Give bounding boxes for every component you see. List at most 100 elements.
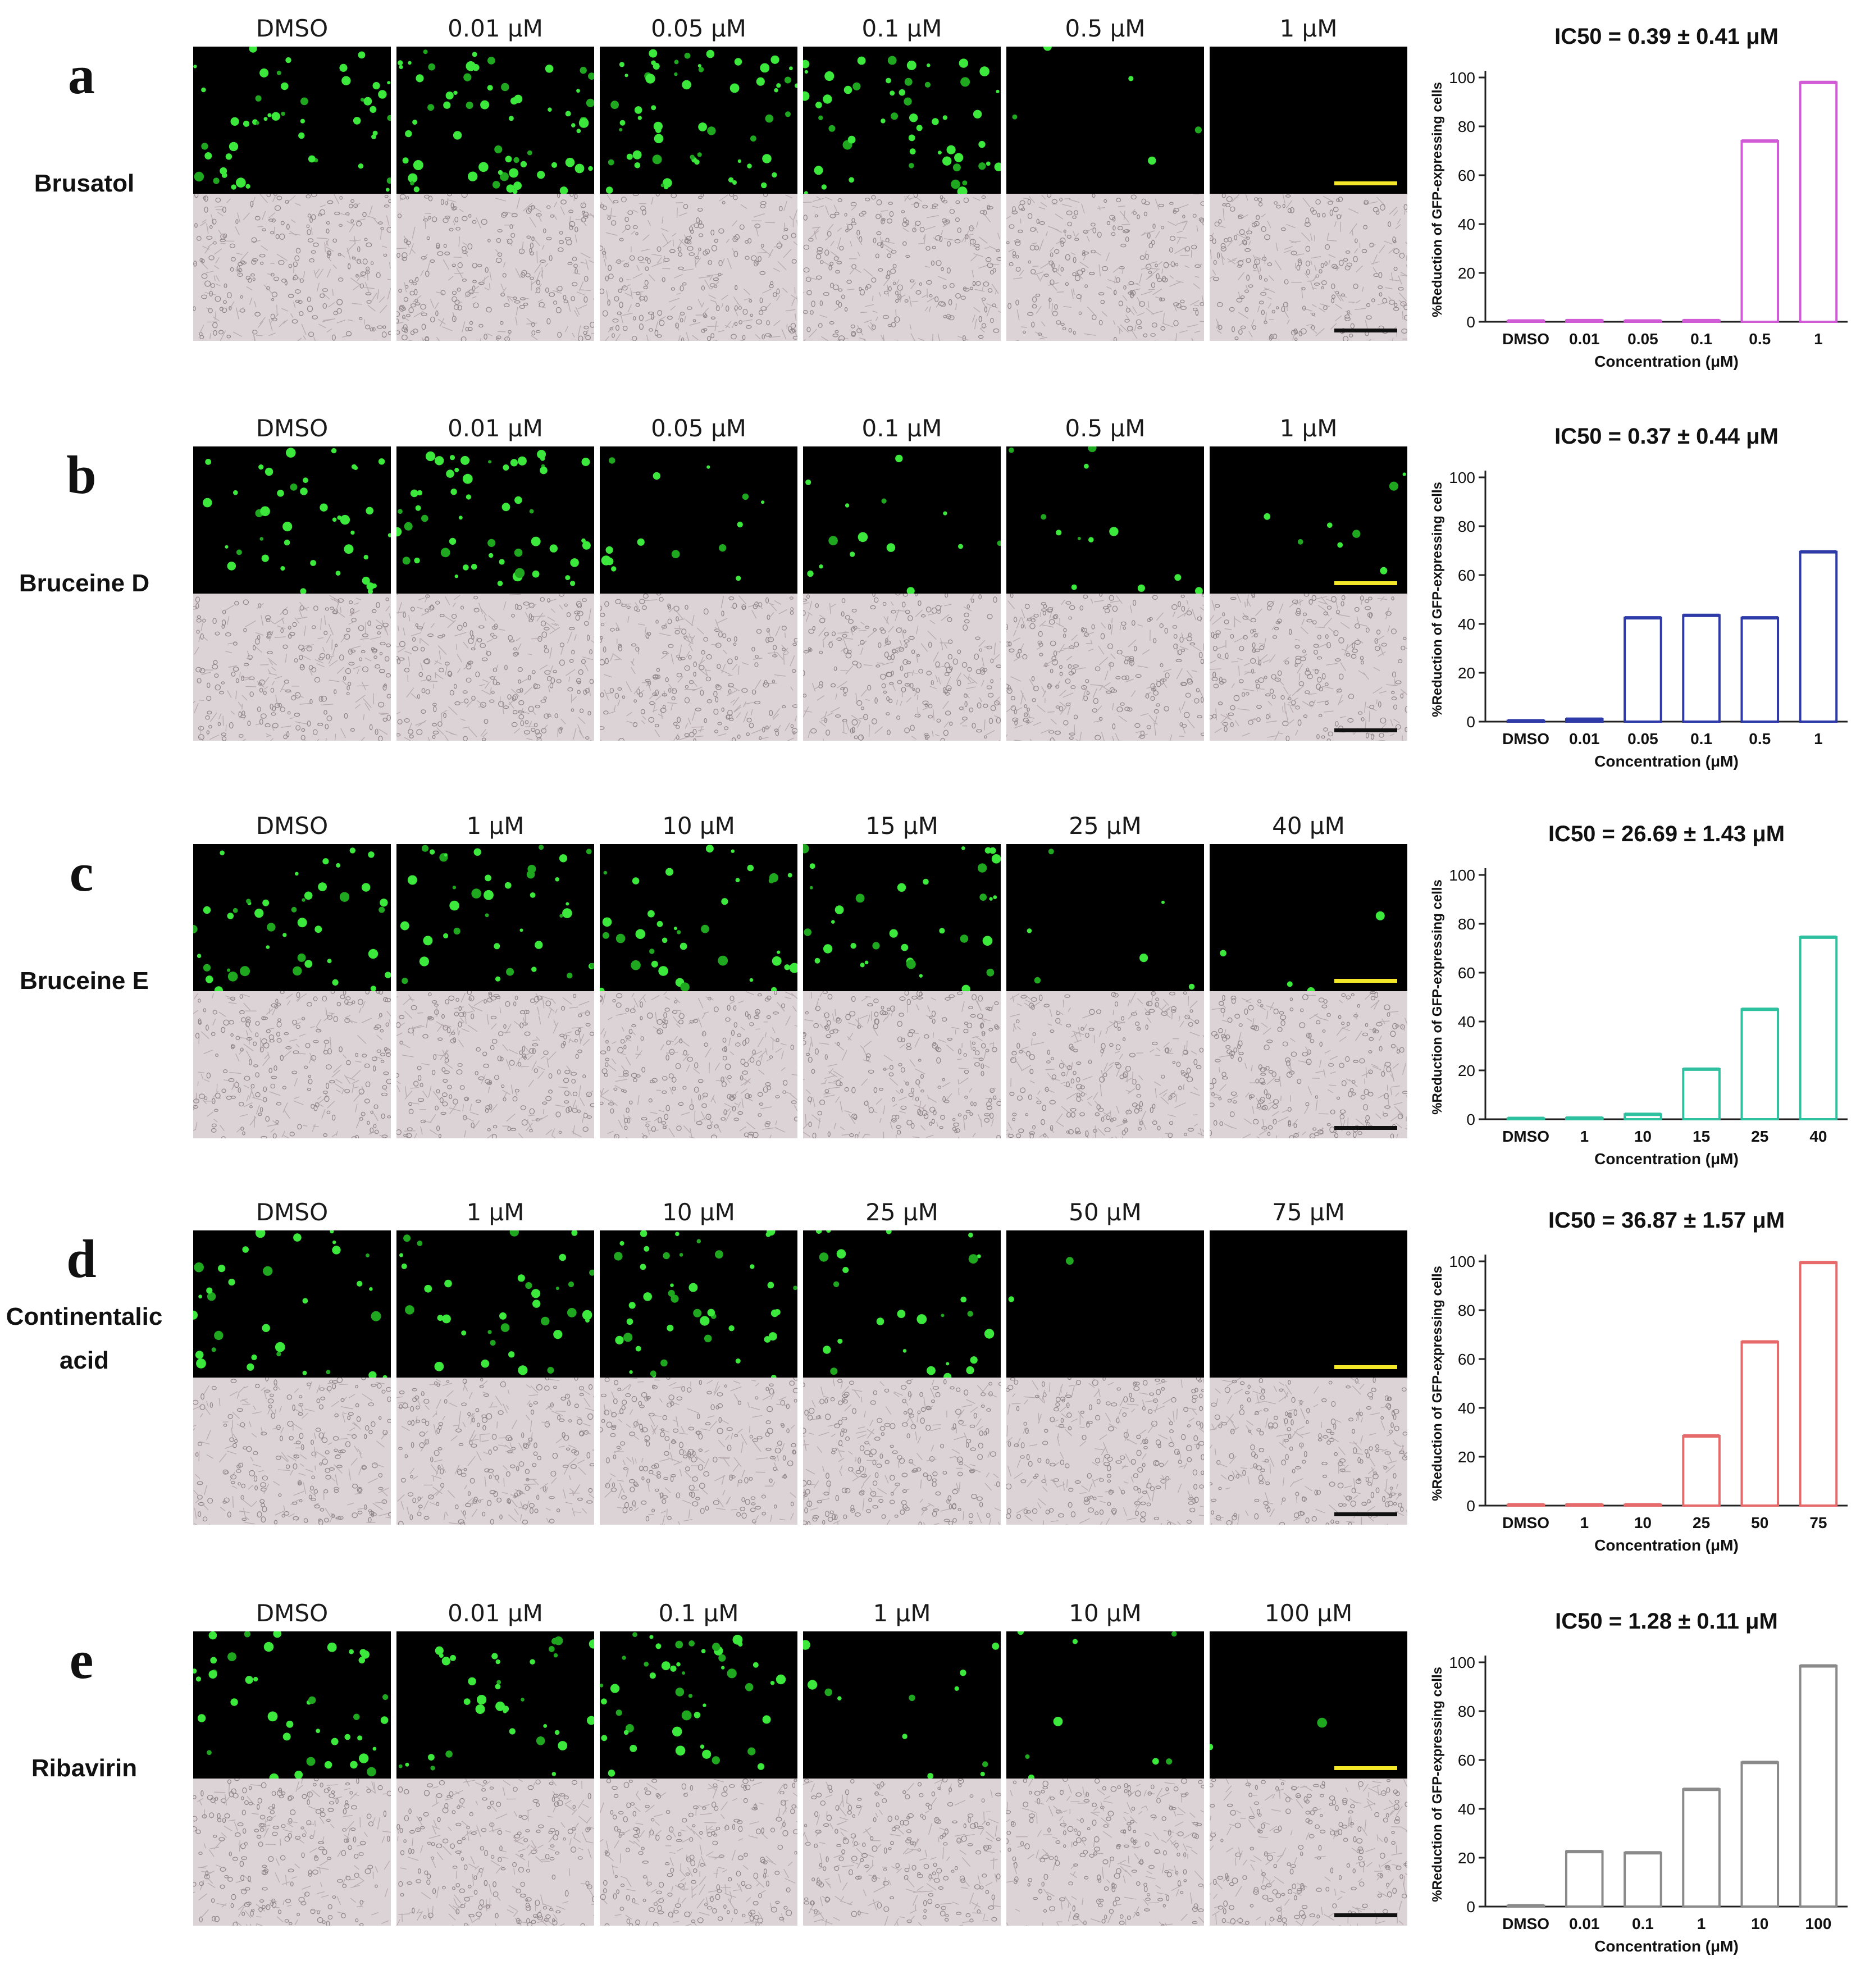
gfp-cell: [803, 92, 809, 101]
y-tick-label: 20: [1458, 265, 1475, 282]
gfp-cell: [196, 1358, 206, 1369]
fluorescence-image: [193, 1230, 391, 1378]
gfp-cell: [227, 913, 234, 919]
gfp-cell: [368, 949, 378, 959]
gfp-cell: [443, 102, 450, 109]
gfp-cell: [795, 84, 797, 88]
gfp-cell: [608, 1770, 615, 1777]
gfp-cell: [543, 1724, 547, 1728]
gfp-cell: [777, 951, 780, 954]
gfp-cell: [372, 583, 377, 588]
gfp-cell: [635, 162, 641, 168]
gfp-cell: [258, 464, 263, 469]
compound-label: Brusatol: [0, 162, 168, 206]
gfp-cell: [380, 899, 387, 906]
gfp-cell: [399, 65, 403, 69]
gfp-cell: [830, 1367, 837, 1375]
gfp-cell: [422, 845, 428, 852]
gfp-cell: [459, 516, 463, 519]
brightfield-image: [396, 991, 594, 1138]
bar-chart: IC50 = 36.87 ± 1.57 μM020406080100%Reduc…: [1435, 1194, 1856, 1576]
gfp-cell: [510, 459, 518, 466]
gfp-cell: [658, 966, 668, 976]
gfp-cell: [674, 72, 677, 76]
gfp-cell: [891, 112, 898, 120]
compound-label: Bruceine D: [0, 562, 168, 605]
x-tick-label: 0.1: [1690, 330, 1712, 348]
gfp-cell: [693, 1309, 701, 1317]
gfp-cell: [487, 85, 493, 90]
gfp-cell: [558, 1741, 567, 1750]
gfp-cell: [318, 882, 327, 891]
gfp-cell: [997, 541, 1001, 546]
gfp-cell: [371, 1311, 381, 1321]
brightfield-image: [1210, 991, 1407, 1138]
gfp-cell: [353, 117, 361, 125]
y-axis-label: %Reduction of GFP-expressing cells: [1430, 82, 1445, 317]
x-tick-label: 25: [1751, 1128, 1768, 1145]
gfp-cell: [763, 1715, 771, 1723]
gfp-cell: [276, 1352, 281, 1356]
gfp-cell: [690, 155, 695, 160]
gfp-cell: [1161, 901, 1165, 904]
gfp-cell: [655, 1643, 661, 1649]
gfp-cell: [209, 1670, 217, 1679]
gfp-cell: [664, 185, 668, 189]
gfp-cell: [694, 1712, 701, 1718]
gfp-cell: [772, 172, 777, 177]
y-tick-label: 80: [1458, 1302, 1475, 1319]
gfp-cell: [728, 1325, 734, 1331]
gfp-cell: [449, 901, 459, 911]
gfp-cell: [805, 70, 808, 74]
concentration-label: 0.01 μM: [396, 15, 594, 42]
gfp-cell: [960, 934, 969, 943]
gfp-cell: [421, 515, 428, 522]
gfp-cell: [761, 500, 764, 504]
gfp-cell: [531, 1289, 540, 1298]
gfp-cell: [472, 52, 477, 57]
gfp-cell: [340, 892, 349, 902]
gfp-cell: [502, 503, 510, 511]
gfp-cell: [837, 1249, 846, 1259]
gfp-cell: [499, 1312, 507, 1320]
gfp-cell: [629, 1370, 632, 1374]
fluorescence-image: [193, 1631, 391, 1779]
brightfield-image: [193, 991, 391, 1138]
gfp-cell: [531, 537, 541, 546]
bar: [1625, 618, 1661, 722]
concentration-label: 100 μM: [1210, 1599, 1407, 1627]
gfp-cell: [856, 894, 865, 903]
gfp-cell: [463, 474, 473, 484]
gfp-cell: [1148, 157, 1156, 165]
gfp-cell: [732, 180, 737, 185]
scale-bar-brightfield: [1334, 329, 1397, 332]
gfp-cell: [992, 854, 1001, 864]
bar: [1741, 141, 1778, 322]
gfp-cell: [676, 1746, 686, 1756]
scale-bar-brightfield: [1334, 1126, 1397, 1130]
compound-label: Continentalic acid: [0, 1295, 168, 1383]
gfp-cell: [637, 539, 645, 546]
gfp-cell: [788, 873, 792, 878]
gfp-cell: [919, 974, 923, 978]
concentration-label: 0.05 μM: [600, 414, 797, 442]
gfp-cell: [455, 574, 458, 578]
gfp-cell: [266, 945, 270, 949]
bar: [1741, 1009, 1778, 1119]
gfp-cell: [539, 845, 544, 850]
gfp-cell: [231, 184, 236, 189]
gfp-cell: [955, 1686, 959, 1691]
gfp-cell: [381, 1716, 389, 1724]
gfp-cell: [619, 128, 622, 131]
gfp-cell: [481, 1360, 490, 1368]
gfp-cell: [698, 64, 701, 67]
concentration-label: 10 μM: [1006, 1599, 1204, 1627]
gfp-cell: [943, 115, 947, 120]
gfp-cell: [449, 538, 456, 545]
gfp-cell: [443, 933, 448, 938]
gfp-cell: [373, 82, 380, 89]
fluorescence-image: [803, 844, 1001, 991]
gfp-cell: [320, 504, 327, 512]
gfp-cell: [403, 1234, 411, 1242]
